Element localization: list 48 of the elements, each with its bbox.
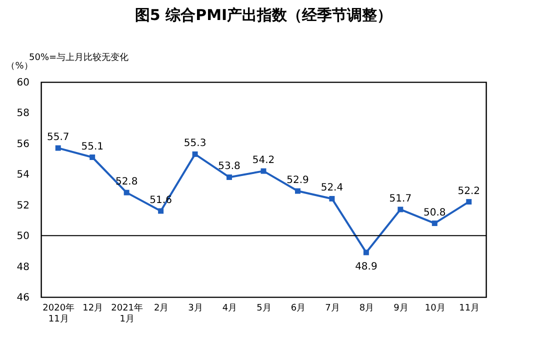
data-label: 52.4	[320, 182, 344, 194]
x-tick-label: 3月	[188, 304, 203, 314]
point	[55, 145, 61, 151]
y-tick-label: 58	[16, 108, 30, 120]
data-label: 52.2	[458, 186, 480, 197]
point	[158, 208, 164, 214]
y-tick-label: 46	[16, 292, 30, 304]
point	[192, 151, 198, 157]
data-label: 48.9	[355, 261, 378, 272]
y-tick-label: 60	[16, 78, 30, 88]
text: 50%=与上月比较无变化	[29, 52, 129, 63]
point	[124, 190, 130, 196]
x-tick-label: 2月	[154, 304, 169, 314]
x-tick-label: 9月	[394, 304, 408, 314]
point	[466, 199, 472, 205]
x-tick-label: 8月	[359, 304, 374, 314]
data-label: 54.2	[252, 155, 275, 166]
point	[363, 250, 369, 256]
point	[260, 168, 266, 174]
y-tick-label: 48	[16, 262, 30, 273]
x-tick-label: 2020年 11月	[42, 302, 75, 324]
x-tick-label: 10月	[424, 304, 446, 314]
y-tick-label: 56	[16, 138, 30, 150]
x-tick-label: 12月	[82, 304, 104, 314]
point	[226, 174, 232, 180]
point	[432, 220, 438, 226]
y-tick-label: 54	[16, 170, 30, 181]
y-tick-label: 50	[16, 231, 30, 242]
data-label: 53.8	[218, 161, 240, 172]
data-label: 52.9	[286, 175, 309, 186]
data-label: 50.8	[424, 207, 446, 218]
data-label: 55.1	[81, 141, 104, 152]
x-tick-label: 6月	[290, 304, 306, 314]
y-axis-title: （%）	[6, 62, 33, 72]
point	[398, 206, 404, 212]
x-tick-label: 5月	[256, 304, 272, 314]
data-label: 55.7	[46, 132, 70, 144]
x-tick-label: 7月	[325, 304, 340, 314]
x-tick-label: 2021年 1月	[111, 302, 144, 324]
point	[90, 154, 96, 160]
x-tick-label: 11月	[459, 304, 480, 314]
point	[329, 196, 335, 202]
y-tick-label: 52	[16, 200, 30, 212]
data-label: 51.7	[389, 193, 412, 204]
data-label: 55.3	[184, 138, 206, 150]
chart-title: 图5 综合PMI产出指数（经季节调整）	[134, 6, 392, 24]
x-tick-label: 4月	[222, 304, 238, 314]
point	[294, 188, 300, 194]
